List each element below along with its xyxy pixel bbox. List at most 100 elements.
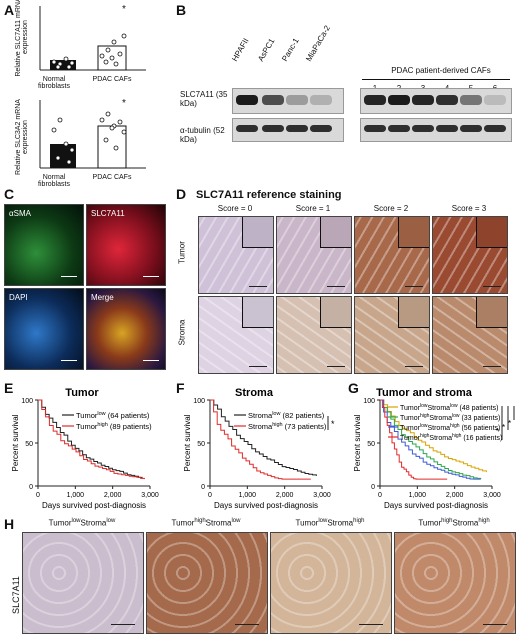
band-slc7a11 — [388, 95, 410, 105]
x-tick-label: 2,000 — [104, 492, 122, 499]
panel-h-title: TumorlowStromalow — [48, 518, 116, 528]
ihc-inset — [398, 217, 429, 248]
scale-bar — [483, 286, 501, 287]
ihc-inset — [320, 217, 351, 248]
panel-a-bottom-star: * — [122, 98, 126, 109]
ihc-inset — [242, 217, 273, 248]
survival-curve — [380, 399, 487, 473]
scale-bar — [143, 276, 159, 277]
km-plot-stroma: Stroma 0 50 100 0 1,000 2,000 3,000 Days survive… — [183, 387, 335, 510]
x-tick-label: 2,000 — [276, 492, 294, 499]
band-slc7a11 — [310, 95, 332, 105]
tile-asma-label: αSMA — [9, 209, 31, 218]
band-slc7a11 — [262, 95, 284, 105]
panel-a-bottom-group-normal: Normal fibroblasts — [38, 174, 70, 188]
panel-a-bottom-plot — [39, 100, 146, 169]
significance-star: * — [496, 427, 499, 436]
x-axis-label: Days survived post-diagnosis — [214, 501, 318, 510]
legend-entry: Tumorhigh (89 patients) — [76, 422, 152, 431]
panel-h-ylabel: SLC7A11 — [11, 576, 21, 614]
ihc-inset — [476, 297, 507, 328]
row-label-slc7a11: SLC7A11 (35 kDa) — [180, 90, 228, 108]
panel-a-top-star: * — [122, 4, 126, 15]
scale-bar — [327, 286, 345, 287]
caf-group-line — [362, 79, 510, 80]
caf-group-label: PDAC patient-derived CAFs — [391, 66, 491, 75]
survival-curve — [38, 399, 145, 480]
panel-a: Relative SLC7A11 mRNA expression * Norma… — [4, 0, 174, 194]
panel-h: TumorlowStromalow TumorhighStromalow Tumor… — [22, 518, 518, 636]
significance-star: * — [508, 419, 511, 428]
ihc-tile — [354, 296, 430, 374]
panel-a-top-group-caf: PDAC CAFs — [92, 76, 132, 83]
significance-star: * — [331, 419, 335, 429]
x-tick-label: 0 — [36, 492, 40, 499]
x-tick-label: 2,000 — [446, 492, 464, 499]
tile-slc7a11: SLC7A11 — [86, 204, 166, 286]
panel-h-title: TumorhighStromalow — [171, 518, 241, 528]
ihc-inset — [476, 217, 507, 248]
scale-bar — [359, 624, 383, 625]
panel-a-top-group-normal: Normal fibroblasts — [38, 76, 70, 90]
panel-a-bottom-group-caf: PDAC CAFs — [92, 174, 132, 181]
ihc-tile — [276, 216, 352, 294]
y-tick-label: 100 — [193, 398, 205, 405]
tile-asma: αSMA — [4, 204, 84, 286]
x-tick-label: 3,000 — [141, 492, 159, 499]
panel-label-f: F — [176, 380, 185, 396]
y-axis-label: Percent survival — [11, 414, 20, 471]
scale-bar — [327, 366, 345, 367]
panel-h-title: TumorlowStromahigh — [295, 518, 365, 528]
row-label: Stroma — [177, 319, 187, 346]
x-tick-label: 3,000 — [313, 492, 331, 499]
score-label: Score = 2 — [373, 204, 409, 213]
km-title: Tumor — [65, 387, 99, 399]
band-tubulin — [286, 125, 308, 132]
scale-bar — [61, 276, 77, 277]
ihc-tile — [394, 532, 516, 634]
panel-h-title: TumorhighStromahigh — [418, 518, 490, 528]
x-tick-label: 0 — [208, 492, 212, 499]
band-tubulin — [364, 125, 386, 132]
score-label: Score = 1 — [295, 204, 331, 213]
survival-curve — [210, 399, 317, 476]
panel-label-c: C — [4, 186, 15, 202]
ihc-tile — [146, 532, 268, 634]
panel-a-top-ylabel: Relative SLC7A11 mRNA expression — [15, 0, 29, 77]
panel-label-b: B — [176, 2, 187, 18]
panel-label-d: D — [176, 186, 187, 202]
legend-entry: Tumorlow (64 patients) — [76, 411, 150, 420]
panel-b: PDAC patient-derived CAFs HPAFII AsPC1 Pan… — [176, 4, 516, 144]
survival-curve — [210, 399, 311, 480]
band-slc7a11 — [484, 95, 506, 105]
band-tubulin — [388, 125, 410, 132]
band-tubulin — [460, 125, 482, 132]
scale-bar — [61, 360, 77, 361]
y-axis-label: Percent survival — [353, 414, 362, 471]
band-slc7a11 — [236, 95, 258, 105]
scale-bar — [483, 366, 501, 367]
ihc-tile — [22, 532, 144, 634]
ihc-inset — [398, 297, 429, 328]
band-slc7a11 — [460, 95, 482, 105]
x-tick-label: 1,000 — [409, 492, 427, 499]
survival-curve — [38, 399, 143, 478]
lane-label-cell-line: AsPC1 — [256, 36, 277, 63]
y-tick-label: 0 — [201, 484, 205, 491]
significance-star: * — [502, 423, 505, 432]
bar-caf-bottom — [97, 125, 127, 169]
scale-bar — [405, 366, 423, 367]
panel-label-a: A — [4, 2, 15, 18]
ihc-inset — [320, 297, 351, 328]
y-axis-label: Percent survival — [183, 414, 192, 471]
score-label: Score = 3 — [451, 204, 487, 213]
ihc-tile — [198, 216, 274, 294]
x-axis-label: Days survived post-diagnosis — [384, 501, 488, 510]
row-label-tubulin: α-tubulin (52 kDa) — [180, 126, 225, 144]
ihc-tile — [198, 296, 274, 374]
x-tick-label: 1,000 — [239, 492, 257, 499]
y-tick-label: 50 — [367, 441, 375, 448]
legend-entry: TumorhighStromalow (33 patients) — [400, 413, 500, 422]
km-title: Stroma — [235, 387, 274, 399]
bar-normal-bottom — [50, 144, 76, 168]
